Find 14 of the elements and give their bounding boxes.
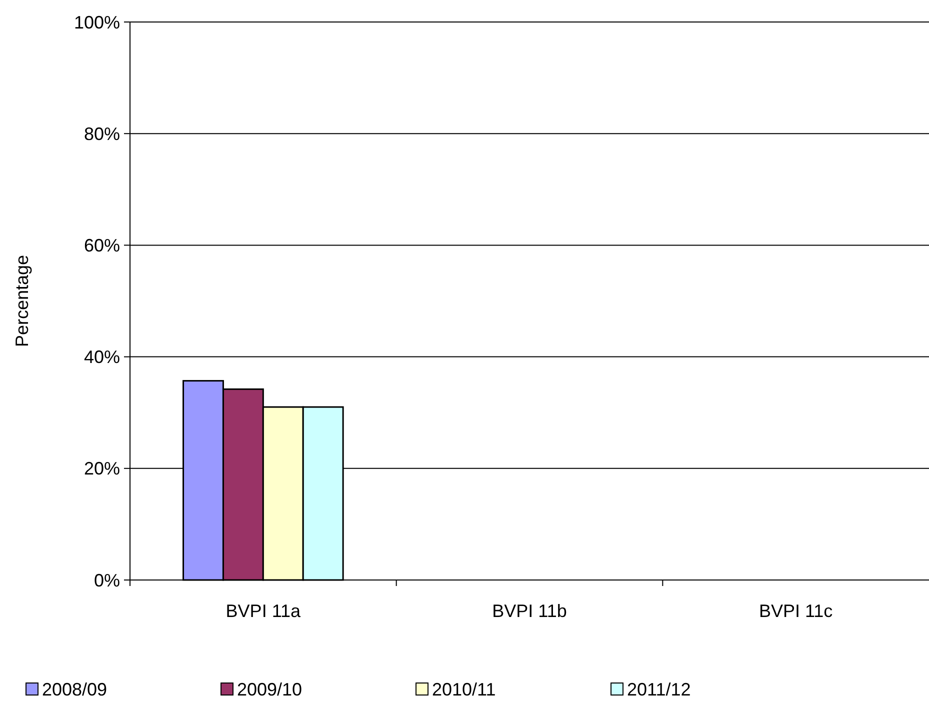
x-tick-label: BVPI 11b xyxy=(492,601,567,621)
y-axis-title: Percentage xyxy=(12,254,32,348)
y-tick-label: 0% xyxy=(94,570,120,590)
y-tick-label: 100% xyxy=(74,12,120,32)
legend-label: 2009/10 xyxy=(237,679,302,700)
y-tick-label: 40% xyxy=(84,347,120,368)
legend-label: 2010/11 xyxy=(432,679,496,700)
x-tick-label: BVPI 11c xyxy=(758,601,833,621)
y-tick-label: 20% xyxy=(84,458,120,479)
y-tick-label: 60% xyxy=(84,236,120,256)
x-tick-label: BVPI 11a xyxy=(226,601,302,621)
legend-label: 2008/09 xyxy=(42,679,108,700)
legend-label: 2011/12 xyxy=(627,679,691,700)
y-tick-label: 80% xyxy=(84,124,120,144)
